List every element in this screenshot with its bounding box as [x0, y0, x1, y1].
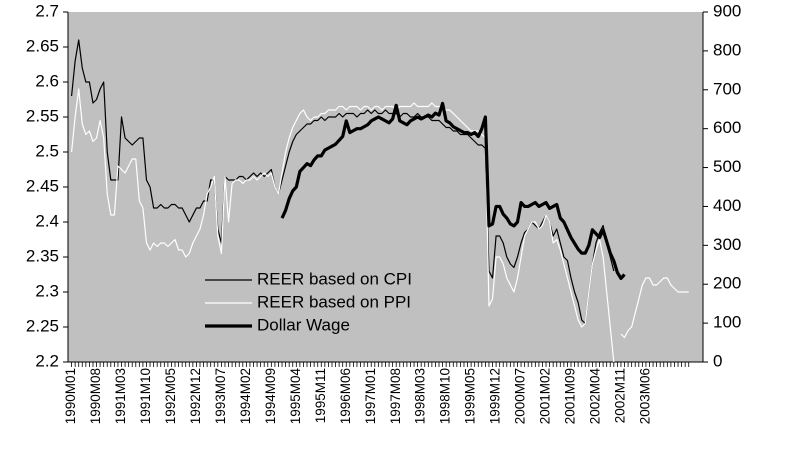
y2-tick-label: 400 [713, 196, 741, 215]
y-tick-label: 2.3 [35, 281, 59, 300]
x-tick-label: 2002M11 [613, 368, 628, 423]
y2-tick-label: 600 [713, 118, 741, 137]
y2-tick-label: 700 [713, 79, 741, 98]
series-line [280, 101, 626, 280]
x-tick-label: 2003M06 [637, 368, 652, 424]
x-tick-label: 2002M04 [588, 368, 603, 425]
series-line [70, 88, 615, 363]
y-tick-label: 2.55 [26, 106, 59, 125]
y-tick-label: 2.6 [35, 71, 59, 90]
x-tick-label: 1994M02 [238, 368, 253, 424]
y2-tick-label: 500 [713, 157, 741, 176]
y2-tick-label: 900 [713, 1, 741, 20]
x-tick-label: 1997M08 [388, 368, 403, 424]
series-line [70, 39, 615, 325]
legend-label: Dollar Wage [257, 315, 350, 334]
x-tick-label: 2000M07 [513, 368, 528, 424]
x-tick-label: 1996M06 [338, 368, 353, 424]
y-tick-label: 2.7 [35, 1, 59, 20]
x-tick-label: 1995M04 [288, 368, 303, 425]
x-tick-label: 2001M09 [563, 368, 578, 424]
y-tick-label: 2.45 [26, 176, 59, 195]
y2-tick-label: 0 [713, 351, 722, 370]
x-tick-label: 1999M05 [463, 368, 478, 424]
series-line [620, 277, 689, 339]
x-tick-label: 1991M03 [113, 368, 128, 424]
x-tick-label: 1998M03 [413, 368, 428, 424]
y-tick-label: 2.25 [26, 316, 59, 335]
x-tick-label: 1994M09 [263, 368, 278, 424]
plot-area [68, 12, 703, 362]
x-tick-label: 2001M02 [538, 368, 553, 424]
x-tick-label: 1990M08 [88, 368, 103, 424]
x-tick-label: 1998M10 [438, 368, 453, 424]
x-tick-label: 1991M10 [138, 368, 153, 424]
y2-tick-label: 200 [713, 274, 741, 293]
y2-tick-label: 100 [713, 313, 741, 332]
y-tick-label: 2.2 [35, 351, 59, 370]
x-tick-label: 1990M01 [63, 368, 78, 424]
y2-tick-label: 300 [713, 235, 741, 254]
legend-label: REER based on PPI [257, 292, 411, 311]
y-tick-label: 2.65 [26, 36, 59, 55]
y2-tick-label: 800 [713, 40, 741, 59]
y-tick-label: 2.5 [35, 141, 59, 160]
legend-label: REER based on CPI [257, 269, 412, 288]
y-tick-label: 2.4 [35, 211, 59, 230]
x-tick-label: 1992M12 [188, 368, 203, 424]
x-tick-label: 1992M05 [163, 368, 178, 424]
x-tick-label: 1993M07 [213, 368, 228, 424]
y-tick-label: 2.35 [26, 246, 59, 265]
x-tick-label: 1995M11 [313, 368, 328, 423]
x-tick-label: 1999M12 [488, 368, 503, 424]
x-tick-label: 1997M01 [363, 368, 378, 424]
